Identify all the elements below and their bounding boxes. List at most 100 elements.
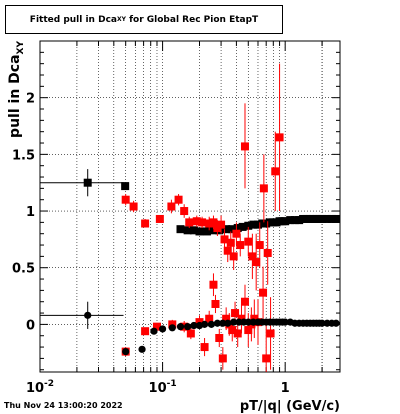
data-point	[332, 214, 340, 223]
data-point	[152, 322, 161, 331]
data-point	[244, 237, 253, 246]
data-point	[244, 326, 253, 335]
data-layer	[40, 63, 340, 372]
data-point	[271, 167, 280, 176]
data-point	[224, 319, 232, 327]
data-point	[121, 182, 130, 191]
data-point	[200, 343, 209, 352]
data-point	[219, 319, 227, 327]
data-point	[244, 221, 253, 230]
data-point	[263, 248, 272, 257]
y-tick-label: 0	[26, 318, 35, 333]
data-point	[122, 347, 130, 356]
data-point	[236, 241, 245, 250]
data-point	[176, 225, 185, 234]
y-tick-label: 2	[26, 92, 35, 107]
data-point	[202, 227, 211, 236]
data-point	[226, 238, 235, 247]
data-point	[240, 297, 249, 306]
data-point	[167, 202, 176, 211]
data-point	[222, 314, 231, 323]
y-tick-label: 1.5	[12, 148, 35, 163]
chart-title-sub: XY	[116, 16, 126, 23]
data-point	[222, 225, 231, 234]
chart-title-main: Fitted pull in Dca	[29, 14, 117, 25]
data-point	[318, 319, 326, 327]
data-point	[189, 226, 198, 235]
data-point	[185, 218, 194, 227]
series-2	[40, 301, 340, 356]
data-point	[228, 326, 237, 335]
data-point	[230, 318, 238, 326]
data-point	[255, 241, 264, 250]
data-point	[233, 329, 242, 338]
data-point	[262, 354, 271, 363]
data-point	[259, 184, 268, 193]
data-point	[83, 178, 92, 187]
data-point	[195, 227, 204, 236]
data-point	[180, 207, 189, 216]
data-point	[281, 318, 289, 326]
data-point	[244, 318, 252, 326]
data-point	[266, 329, 275, 338]
y-axis-label: pull in DcaXY	[7, 41, 26, 138]
data-point	[205, 314, 214, 323]
data-point	[168, 324, 176, 332]
data-point	[259, 288, 268, 297]
data-point	[215, 333, 224, 342]
footer-timestamp: Thu Nov 24 13:00:20 2022	[4, 401, 123, 410]
data-point	[323, 214, 332, 223]
data-point	[237, 314, 246, 323]
data-point	[252, 258, 261, 267]
data-point	[141, 327, 150, 336]
data-point	[248, 252, 257, 261]
y-tick-label: 0.5	[12, 262, 35, 277]
data-point	[220, 235, 229, 244]
data-point	[190, 321, 198, 330]
data-point	[207, 320, 215, 328]
chart-title-rest: for Global Rec Pion EtapT	[125, 14, 259, 25]
data-point	[150, 327, 158, 335]
x-tick-label: 10-2	[26, 379, 54, 396]
data-point	[217, 220, 226, 229]
x-tick-label: 1	[281, 381, 290, 396]
data-point	[200, 320, 209, 328]
data-point	[192, 217, 201, 226]
data-point	[223, 246, 232, 255]
data-point	[84, 311, 92, 319]
data-point	[228, 225, 237, 234]
data-point	[238, 222, 247, 231]
data-point	[155, 214, 164, 223]
data-point	[240, 142, 249, 151]
data-point	[205, 219, 214, 228]
plot-frame	[39, 40, 341, 373]
data-point	[184, 323, 192, 331]
data-point	[290, 216, 299, 225]
data-point	[174, 195, 183, 204]
data-point	[176, 323, 185, 331]
data-point	[138, 345, 146, 353]
data-point	[281, 217, 290, 226]
data-point	[275, 133, 284, 142]
data-point	[253, 220, 262, 229]
data-point	[186, 329, 195, 338]
data-point	[231, 309, 240, 318]
data-point	[129, 202, 138, 211]
data-point	[183, 226, 192, 235]
data-point	[209, 280, 218, 289]
data-point	[332, 319, 340, 327]
data-point	[249, 220, 258, 229]
x-tick-label: 10-1	[149, 379, 177, 396]
chart-title: Fitted pull in Dca XY for Global Rec Pion…	[5, 5, 283, 34]
data-point	[218, 354, 227, 363]
data-point	[209, 218, 218, 227]
x-axis-label: pT/|q| (GeV/c)	[240, 399, 340, 414]
data-point	[232, 229, 241, 238]
data-point	[327, 214, 336, 223]
data-point	[229, 252, 238, 261]
data-point	[141, 219, 150, 228]
data-point	[211, 299, 220, 308]
data-point	[286, 216, 295, 225]
data-point	[233, 224, 242, 233]
